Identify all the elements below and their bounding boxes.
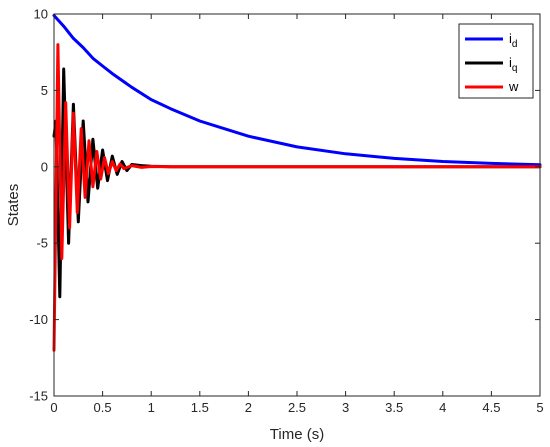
legend-label: w	[508, 79, 519, 94]
legend-label: id	[509, 31, 517, 50]
x-tick-label: 4	[439, 400, 446, 415]
x-tick-label: 0.5	[94, 400, 112, 415]
x-tick-label: 1.5	[191, 400, 209, 415]
y-tick-label: 5	[41, 83, 48, 98]
legend-label: iq	[509, 55, 517, 74]
x-tick-label: 0	[50, 400, 57, 415]
series-line-w	[52, 43, 542, 352]
x-tick-label: 3	[342, 400, 349, 415]
x-ticks: 0 0.5 1 1.5 2 2.5 3 3.5 4 4.5 5	[50, 14, 544, 415]
legend: id iq w	[458, 23, 534, 99]
x-axis-label: Time (s)	[270, 426, 324, 443]
x-tick-label: 5	[536, 400, 543, 415]
x-tick-label: 3.5	[385, 400, 403, 415]
legend-label-subscript: q	[512, 63, 518, 74]
x-tick-label: 1	[148, 400, 155, 415]
x-tick-label: 2	[245, 400, 252, 415]
y-tick-label: 10	[34, 7, 48, 22]
y-tick-label: 0	[41, 159, 48, 174]
x-tick-label: 4.5	[482, 400, 500, 415]
series-layer	[52, 14, 542, 352]
x-tick-label: 2.5	[288, 400, 306, 415]
y-ticks: -15 -10 -5 0 5 10	[29, 7, 540, 404]
y-tick-label: -15	[29, 389, 48, 404]
series-line-i-d	[52, 14, 542, 167]
y-tick-label: -5	[36, 236, 48, 251]
y-axis-label: States	[5, 184, 22, 227]
legend-label-subscript: d	[512, 39, 518, 50]
y-tick-label: -10	[29, 312, 48, 327]
